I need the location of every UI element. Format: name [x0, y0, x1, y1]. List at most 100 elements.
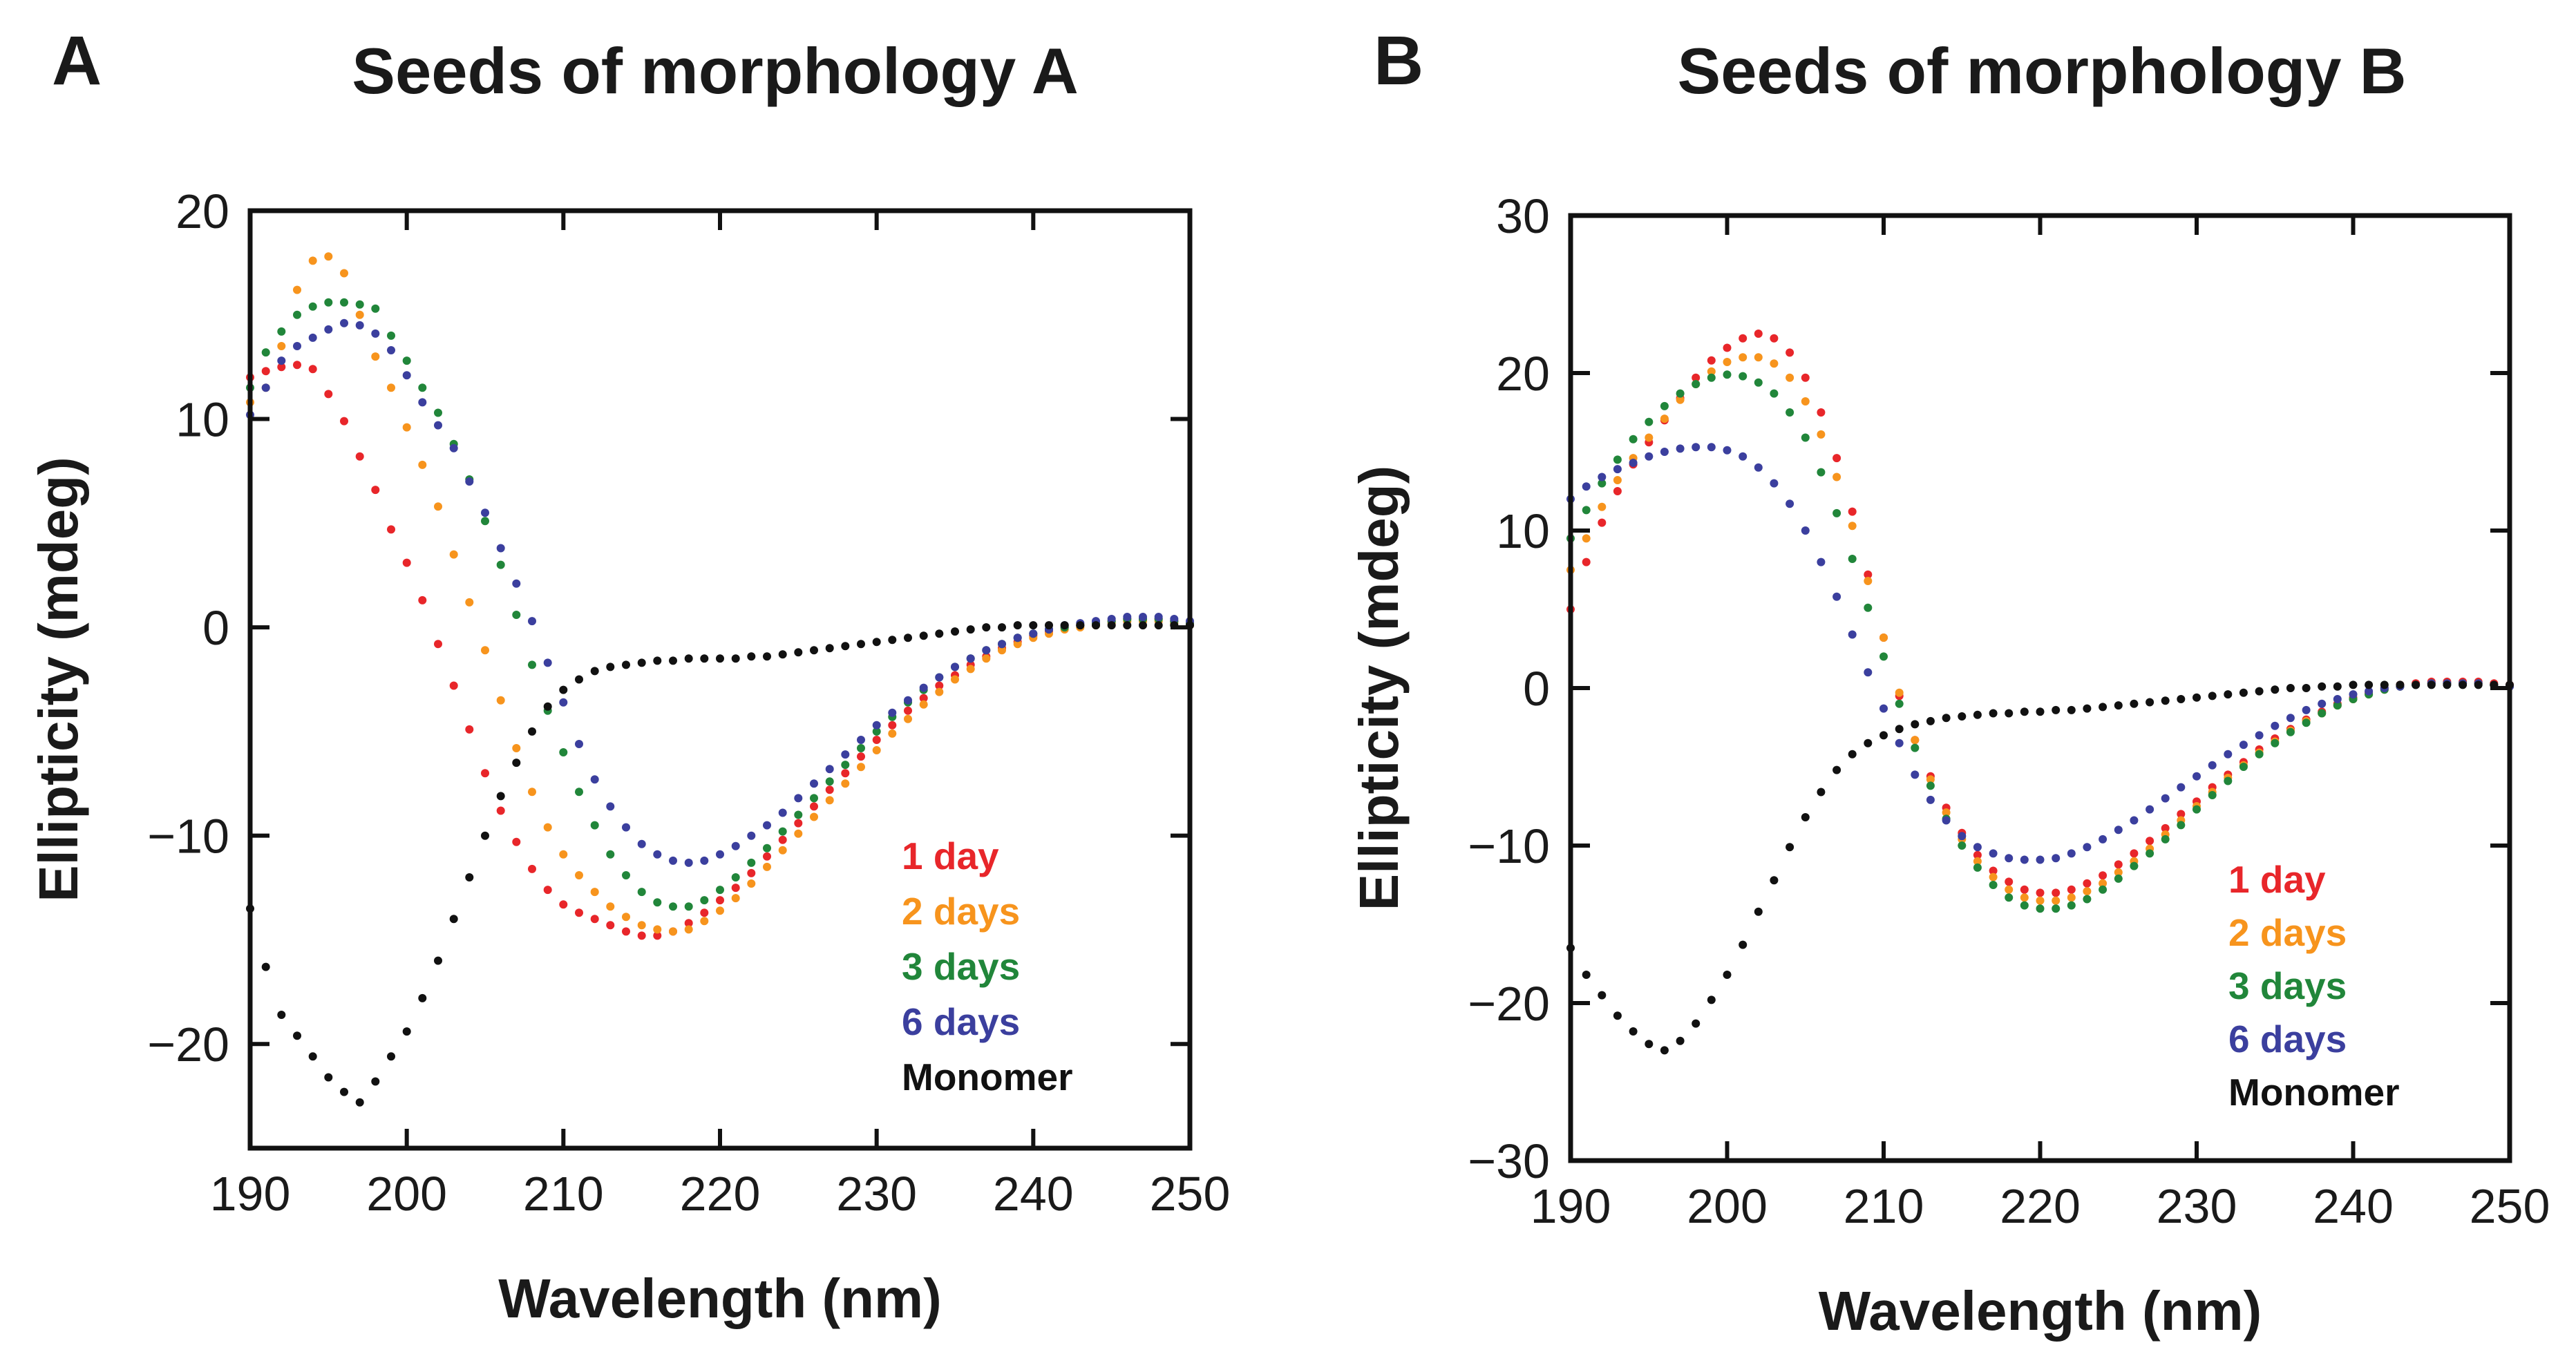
data-point [2020, 707, 2029, 716]
data-point [2052, 705, 2061, 714]
data-point [935, 629, 944, 638]
data-point [841, 779, 850, 788]
data-point [559, 698, 568, 707]
data-point [653, 656, 662, 665]
data-point [1926, 795, 1935, 804]
data-point [449, 550, 458, 559]
data-point [716, 850, 724, 859]
data-point [434, 502, 442, 511]
data-point [1754, 353, 1763, 362]
legend-entry: 3 days [2228, 964, 2347, 1007]
data-point [1817, 408, 1826, 417]
data-point [277, 363, 286, 372]
data-point [293, 285, 301, 294]
data-point [1942, 808, 1951, 817]
data-point [2083, 887, 2092, 896]
data-point [1060, 621, 1069, 630]
data-point [2114, 826, 2123, 835]
data-point [1879, 652, 1888, 661]
legend-entry: 2 days [902, 890, 1020, 933]
y-tick-label: 20 [1496, 347, 1550, 401]
data-point [2020, 901, 2029, 910]
data-point [982, 654, 991, 663]
data-point [2067, 849, 2076, 858]
data-point [778, 650, 787, 659]
data-point [2380, 680, 2389, 689]
data-point [1754, 330, 1763, 338]
data-point [2271, 685, 2280, 694]
data-point [1832, 508, 1841, 517]
data-point [2177, 821, 2186, 830]
data-point [575, 740, 583, 748]
data-point [904, 696, 912, 705]
x-tick-label: 230 [2157, 1179, 2237, 1233]
data-point [653, 898, 662, 907]
data-point [1754, 907, 1763, 916]
data-point [528, 660, 536, 669]
data-point [763, 652, 771, 661]
data-point [1864, 603, 1873, 612]
data-point [371, 329, 380, 338]
data-point [371, 1077, 380, 1086]
x-tick-label: 230 [836, 1167, 917, 1221]
data-point [731, 894, 740, 903]
data-point [1895, 738, 1904, 747]
data-point [1926, 781, 1935, 790]
data-point [1660, 414, 1669, 423]
y-tick-label: 10 [176, 393, 229, 447]
data-point [2036, 855, 2045, 864]
x-tick-label: 250 [2470, 1179, 2550, 1233]
data-point [998, 623, 1006, 632]
data-point [622, 660, 630, 669]
data-point [2208, 791, 2217, 799]
data-point [1692, 373, 1701, 382]
x-tick-label: 240 [2313, 1179, 2394, 1233]
legend-entry: 2 days [2228, 911, 2347, 954]
data-point [2255, 731, 2264, 740]
data-point [418, 460, 427, 469]
data-point [293, 310, 301, 319]
data-point [465, 598, 474, 607]
data-point [810, 812, 818, 821]
data-point [1170, 615, 1179, 623]
data-point [2020, 855, 2029, 864]
data-point [747, 858, 756, 867]
data-point [1598, 502, 1607, 511]
data-point [637, 931, 646, 940]
data-point [2052, 854, 2061, 863]
data-point [496, 696, 505, 705]
data-point [998, 646, 1006, 655]
data-point [1989, 866, 1998, 875]
data-point [340, 269, 348, 278]
data-point [794, 648, 803, 657]
data-point [841, 761, 850, 770]
data-point [951, 675, 959, 684]
data-point [606, 850, 615, 859]
data-point [1770, 389, 1779, 398]
data-point [966, 625, 975, 634]
data-point [2333, 701, 2342, 710]
data-point [1582, 534, 1591, 543]
data-point [1770, 876, 1779, 885]
data-point [2443, 680, 2452, 689]
data-point [465, 725, 474, 734]
data-point [355, 321, 364, 330]
y-tick-label: −10 [1468, 819, 1550, 873]
data-point [2302, 718, 2311, 727]
data-point [904, 714, 912, 723]
data-point [825, 765, 834, 774]
data-point [1848, 555, 1857, 563]
data-point [2130, 816, 2139, 825]
data-point [1723, 358, 1732, 366]
data-point [2318, 709, 2327, 718]
data-point [904, 633, 912, 642]
data-point [1817, 557, 1826, 566]
data-point [2036, 707, 2045, 716]
data-point [496, 560, 505, 569]
y-tick-label: −20 [147, 1018, 229, 1071]
data-point [1739, 353, 1748, 362]
data-point [716, 886, 724, 895]
data-point [2161, 835, 2170, 843]
data-point [1707, 356, 1716, 365]
data-point [590, 775, 599, 784]
